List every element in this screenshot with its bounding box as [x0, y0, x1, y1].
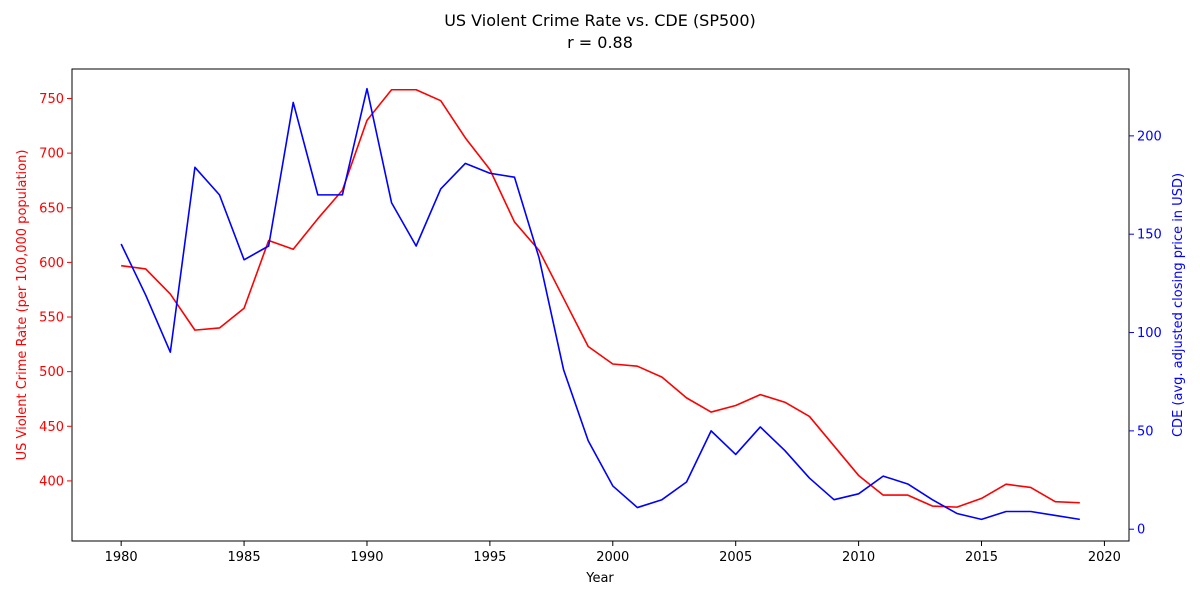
- y-right-tick-label: 150: [1137, 228, 1162, 243]
- y-axis-left-label: US Violent Crime Rate (per 100,000 popul…: [15, 150, 30, 461]
- plot-frame: [71, 68, 1130, 542]
- x-tick-label: 2010: [842, 550, 875, 565]
- y-left-tick-label: 650: [39, 201, 64, 216]
- y-axis-right-label: CDE (avg. adjusted closing price in USD): [1171, 173, 1186, 437]
- x-tick-label: 2020: [1088, 550, 1121, 565]
- x-tick-label: 2005: [719, 550, 752, 565]
- x-tick-label: 2000: [596, 550, 629, 565]
- y-right-tick-label: 50: [1137, 424, 1154, 439]
- crime-rate-line: [121, 88, 1080, 508]
- y-right-tick-label: 200: [1137, 129, 1162, 144]
- y-left-tick-label: 500: [39, 365, 64, 380]
- y-left-tick-label: 700: [39, 147, 64, 162]
- chart-title: US Violent Crime Rate vs. CDE (SP500): [444, 11, 756, 30]
- y-left-tick-label: 600: [39, 256, 64, 271]
- x-tick-label: 2015: [965, 550, 998, 565]
- x-tick-label: 1990: [350, 550, 383, 565]
- y-left-tick-label: 450: [39, 420, 64, 435]
- y-axis-right: 0 50 100 150 200: [1129, 129, 1162, 538]
- x-tick-label: 1985: [228, 550, 261, 565]
- y-left-tick-label: 550: [39, 311, 64, 326]
- y-right-tick-label: 0: [1137, 523, 1145, 538]
- x-axis: 1980 1985 1990 1995 2000 2005 2010 2015 2020: [105, 541, 1121, 565]
- series-layer: [120, 87, 1080, 521]
- x-axis-label: Year: [585, 571, 614, 586]
- cde-price-line: [120, 87, 1080, 521]
- chart-subtitle: r = 0.88: [567, 33, 633, 52]
- x-tick-label: 1980: [105, 550, 138, 565]
- y-right-tick-label: 100: [1137, 326, 1162, 341]
- x-tick-label: 1995: [473, 550, 506, 565]
- y-left-tick-label: 400: [39, 474, 64, 489]
- y-left-tick-label: 750: [39, 92, 64, 107]
- y-axis-left: 400 450 500 550 600 650 700 750: [39, 92, 72, 489]
